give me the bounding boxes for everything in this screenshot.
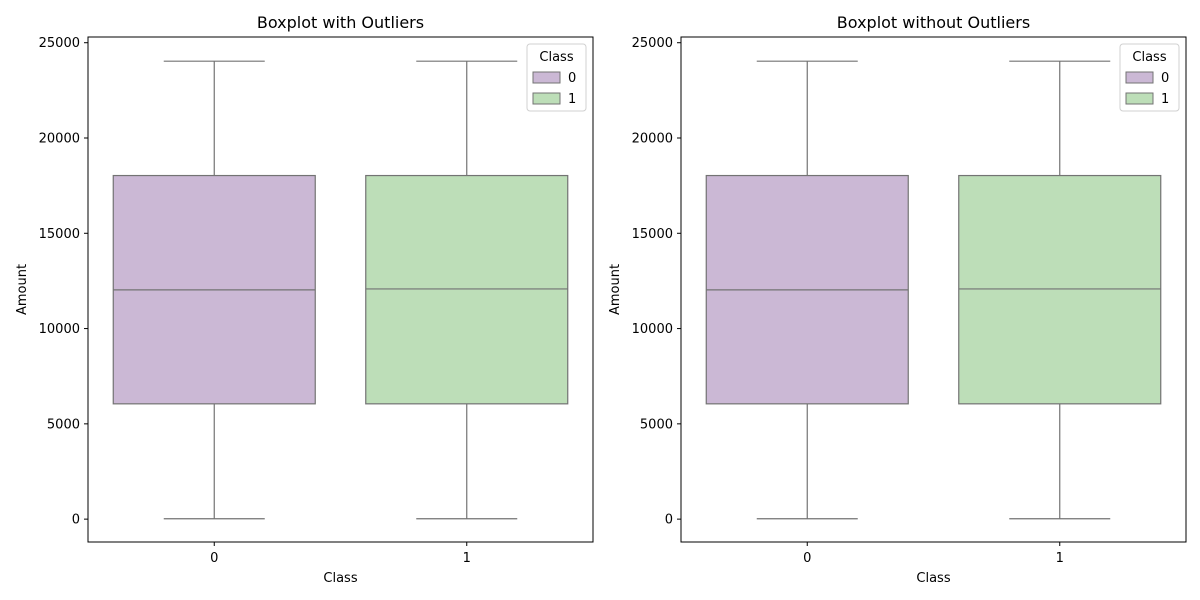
chart-title: Boxplot without Outliers [837, 13, 1030, 32]
y-tick-label: 20000 [39, 132, 80, 147]
y-tick-label: 5000 [47, 417, 80, 432]
legend-label-1: 1 [568, 92, 576, 107]
x-tick-label: 1 [463, 551, 471, 566]
x-tick-label: 0 [210, 551, 218, 566]
legend: Class 0 1 [526, 43, 587, 112]
legend-title: Class [539, 50, 573, 65]
y-tick-label: 0 [72, 513, 80, 528]
chart-title: Boxplot with Outliers [257, 13, 424, 32]
x-tick-label: 1 [1056, 551, 1064, 566]
axes-frame [680, 36, 1187, 543]
legend-label-0: 0 [568, 71, 576, 86]
y-tick-label: 25000 [39, 36, 80, 51]
x-axis-label: Class [916, 571, 950, 586]
legend-swatch-0 [1125, 71, 1154, 84]
x-axis-label: Class [323, 571, 357, 586]
legend-swatch-1 [1125, 92, 1154, 105]
y-tick-label: 15000 [632, 227, 673, 242]
y-tick-label: 25000 [632, 36, 673, 51]
box-class-1 [958, 174, 1162, 405]
y-tick-label: 10000 [39, 322, 80, 337]
y-axis-label: Amount [608, 264, 623, 315]
y-tick-label: 20000 [632, 132, 673, 147]
y-tick-label: 10000 [632, 322, 673, 337]
y-axis-label: Amount [15, 264, 30, 315]
legend-label-1: 1 [1161, 92, 1169, 107]
legend: Class 0 1 [1119, 43, 1180, 112]
box-class-1 [365, 174, 569, 405]
x-tick-label: 0 [803, 551, 811, 566]
axes-frame [87, 36, 594, 543]
y-tick-label: 15000 [39, 227, 80, 242]
legend-swatch-1 [532, 92, 561, 105]
legend-swatch-0 [532, 71, 561, 84]
legend-label-0: 0 [1161, 71, 1169, 86]
y-tick-label: 5000 [640, 417, 673, 432]
y-tick-label: 0 [665, 513, 673, 528]
chart-panel-1: 0 5000 10000 15000 20000 25000 0 1 Boxplot with … [15, 13, 594, 586]
chart-panel-2: 0 5000 10000 15000 20000 25000 0 1 Boxplot witho… [608, 13, 1187, 586]
legend-title: Class [1132, 50, 1166, 65]
